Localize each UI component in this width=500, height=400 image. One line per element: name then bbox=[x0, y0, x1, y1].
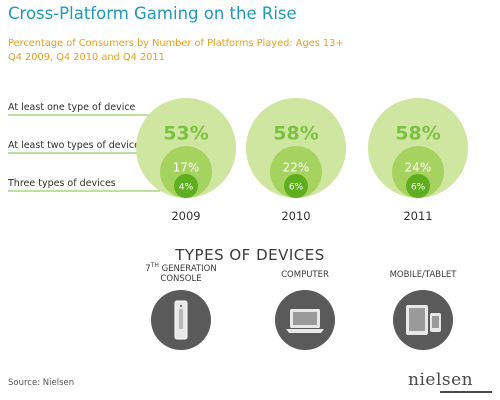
laptop-icon bbox=[275, 290, 335, 350]
legend-label-1: At least one type of device bbox=[8, 102, 136, 113]
console-label-generation: GENERATION bbox=[158, 263, 217, 274]
device-label-computer: COMPUTER bbox=[281, 270, 329, 280]
device-label-mobile-tablet: MOBILE/TABLET bbox=[389, 270, 457, 280]
data-label-2010-3: 6% bbox=[289, 183, 304, 193]
legend-label-3: Three types of devices bbox=[7, 178, 116, 189]
bubble-2010-3 bbox=[284, 174, 308, 198]
data-label-2009-1: 53% bbox=[163, 123, 208, 145]
device-label-console: 7TH GENERATION CONSOLE bbox=[126, 262, 236, 284]
bubble-chart: At least one type of device At least two … bbox=[7, 98, 468, 223]
nielsen-logo: nielsen bbox=[408, 370, 474, 390]
data-label-2009-2: 17% bbox=[173, 161, 200, 175]
chart-subtitle-line-1: Percentage of Consumers by Number of Pla… bbox=[8, 38, 344, 49]
year-label-2010: 2010 bbox=[281, 209, 310, 223]
chart-title: Cross-Platform Gaming on the Rise bbox=[8, 4, 297, 23]
chart-subtitle-line-2: Q4 2009, Q4 2010 and Q4 2011 bbox=[8, 52, 165, 63]
bubble-2011-2 bbox=[392, 146, 444, 198]
data-label-2010-1: 58% bbox=[273, 123, 318, 145]
bubble-2011-3 bbox=[406, 174, 430, 198]
console-icon bbox=[151, 290, 211, 350]
console-label-line2: CONSOLE bbox=[160, 273, 202, 284]
data-label-2010-2: 22% bbox=[283, 161, 310, 175]
year-label-2011: 2011 bbox=[403, 209, 432, 223]
console-label-th: TH bbox=[150, 262, 159, 269]
legend-label-2: At least two types of devices bbox=[8, 140, 145, 151]
bubble-2009-3 bbox=[174, 174, 198, 198]
source-note: Source: Nielsen bbox=[8, 378, 75, 388]
data-label-2011-3: 6% bbox=[411, 183, 426, 193]
types-of-devices-heading: TYPES OF DEVICES bbox=[175, 246, 325, 264]
year-label-2009: 2009 bbox=[171, 209, 200, 223]
data-label-2011-1: 58% bbox=[395, 123, 440, 145]
data-label-2011-2: 24% bbox=[405, 161, 432, 175]
bubble-2010-2 bbox=[270, 146, 322, 198]
data-label-2009-3: 4% bbox=[179, 183, 194, 193]
tablet-phone-icon bbox=[393, 290, 453, 350]
console-label-7: 7 bbox=[145, 263, 151, 274]
logo-underline bbox=[440, 391, 492, 393]
bubble-2009-2 bbox=[160, 146, 212, 198]
